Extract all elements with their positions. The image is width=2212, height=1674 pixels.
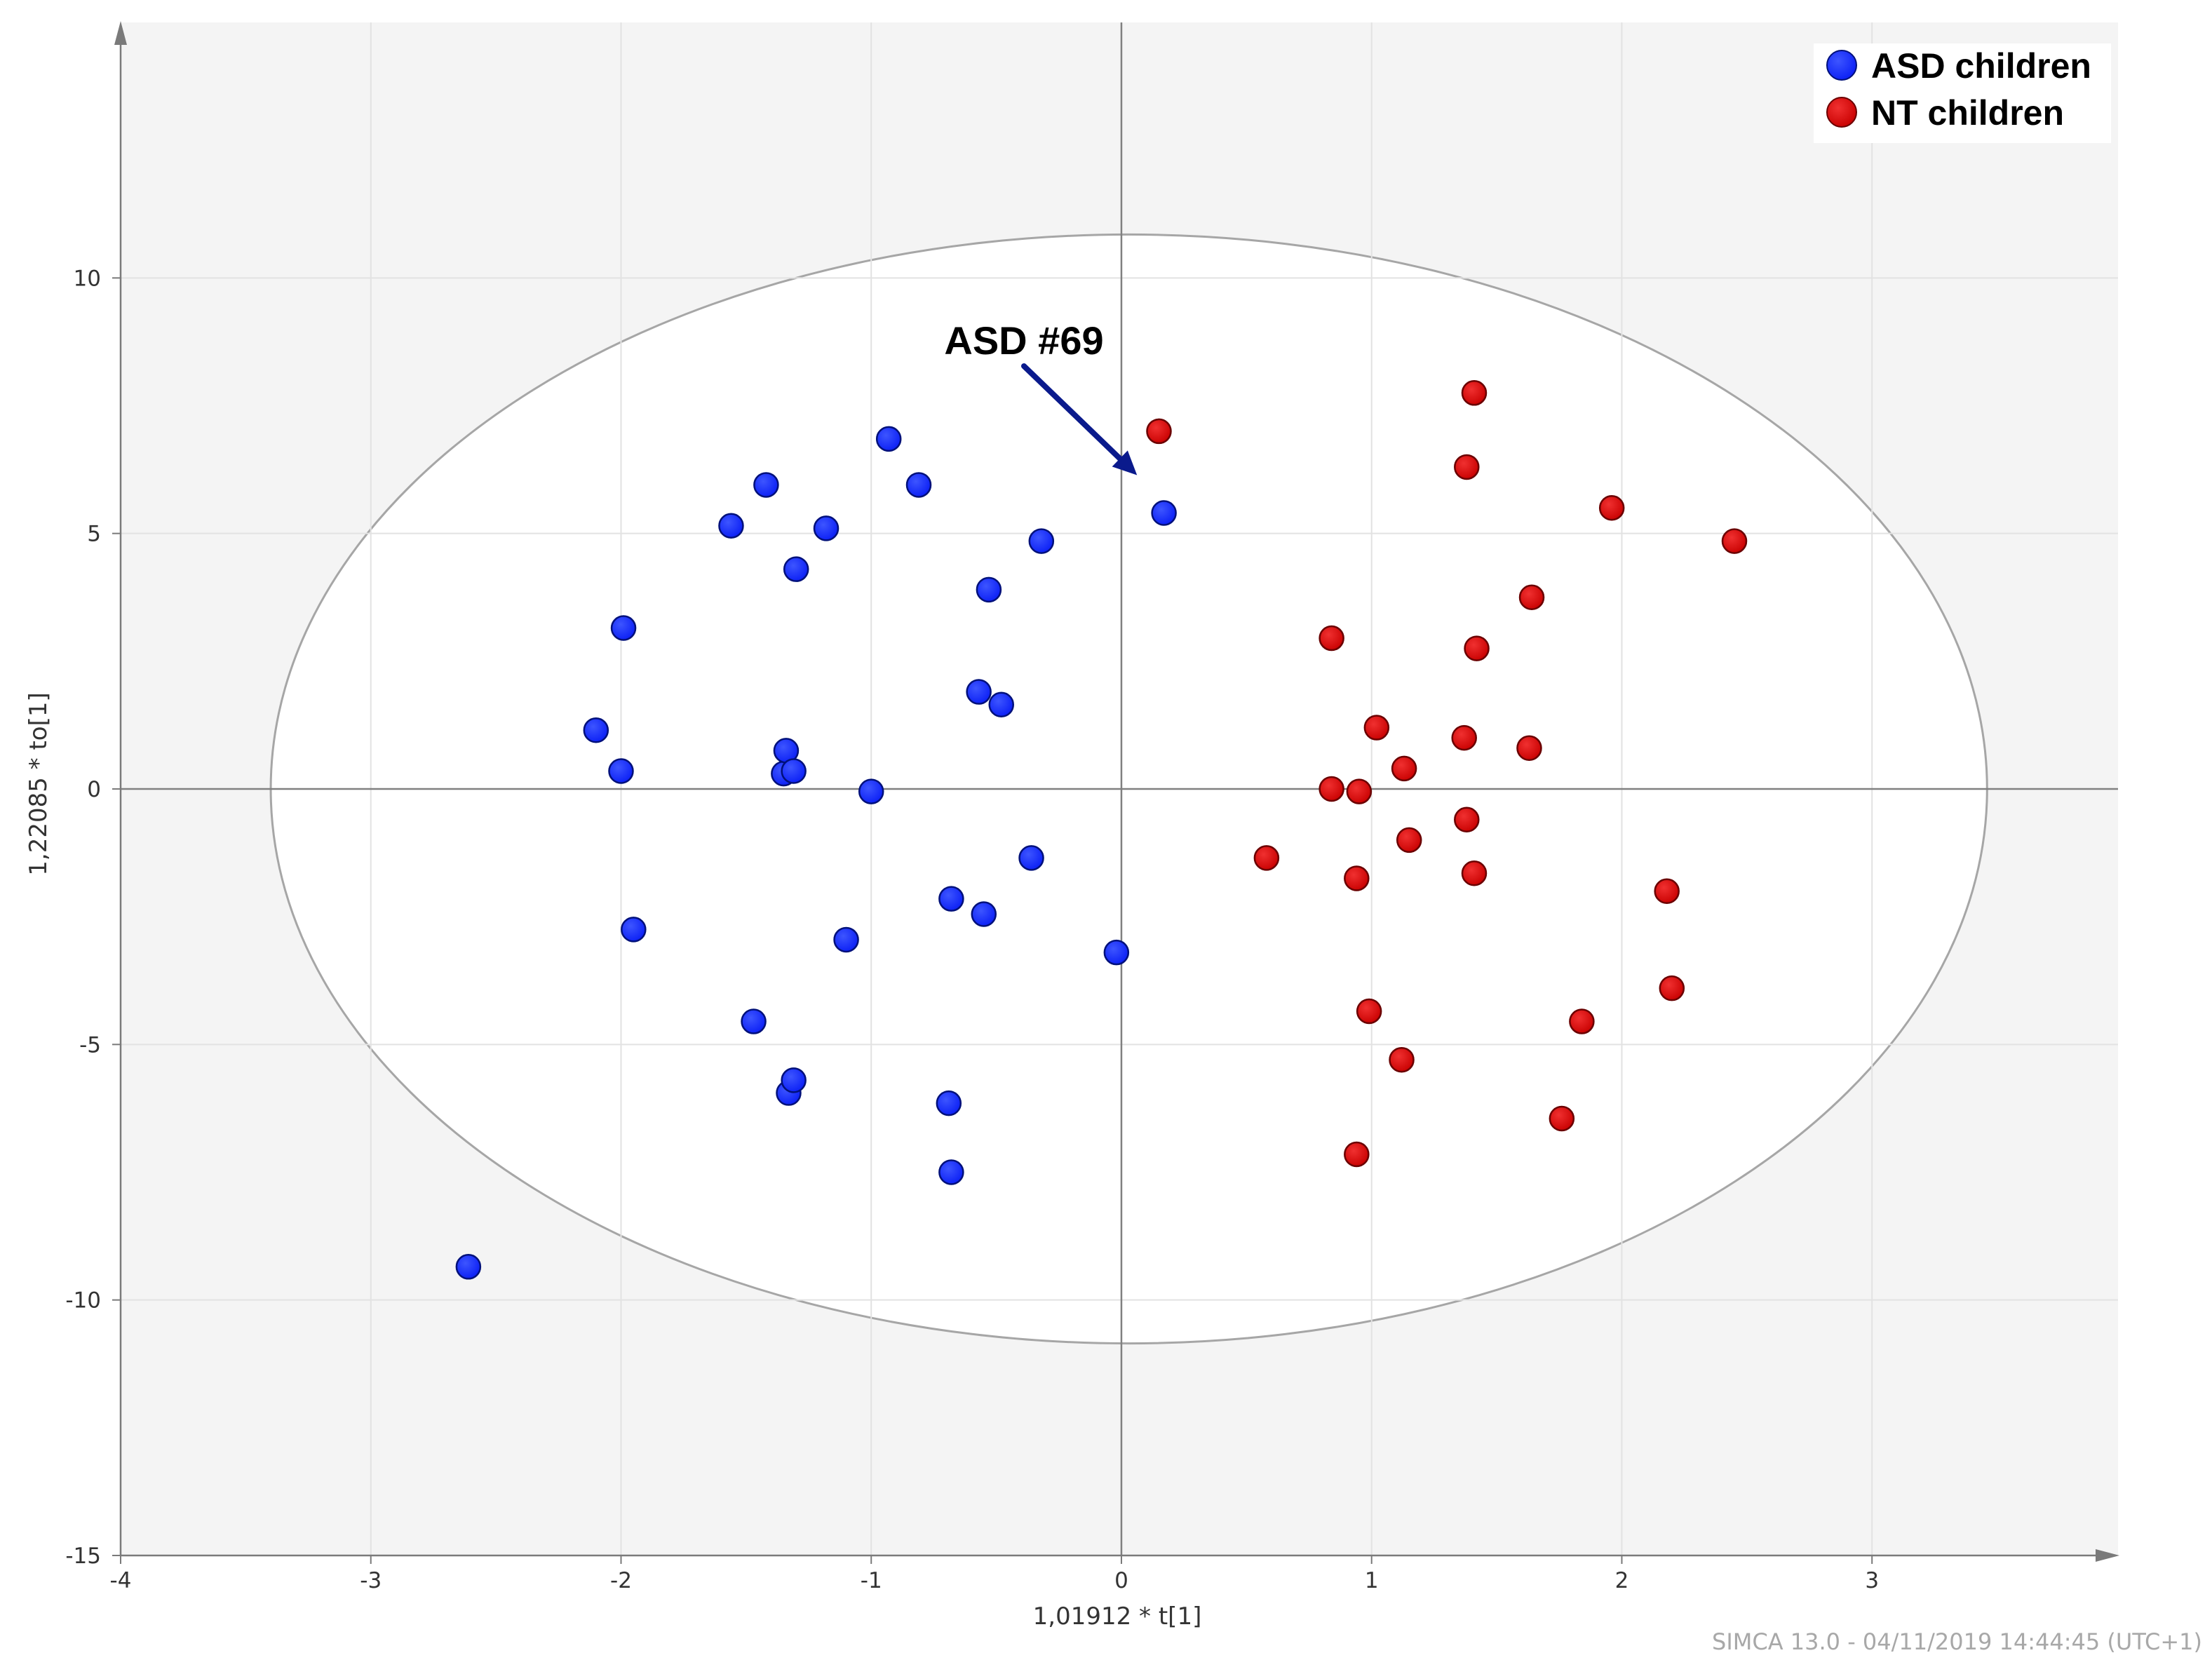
- legend: ASD children NT children: [1814, 43, 2111, 143]
- data-point-nt: [1346, 778, 1373, 804]
- axes: [114, 21, 2119, 1562]
- data-point-asd: [813, 515, 839, 541]
- data-point-nt: [1363, 715, 1390, 741]
- zero-lines: [121, 22, 2118, 1555]
- y-tick-label: -5: [79, 1032, 101, 1058]
- data-point-nt: [1319, 776, 1344, 802]
- data-point-asd: [1103, 939, 1130, 966]
- data-point-nt: [1569, 1008, 1595, 1034]
- data-point-nt: [1396, 827, 1422, 853]
- data-point-nt: [1654, 878, 1680, 904]
- data-point-nt: [1344, 865, 1370, 891]
- data-point-asd: [988, 691, 1014, 718]
- annotation-label: ASD #69: [944, 318, 1103, 363]
- data-point-asd: [608, 758, 634, 784]
- data-point-nt: [1598, 494, 1625, 521]
- data-point-asd: [875, 426, 902, 452]
- annotation: ASD #69: [944, 318, 1138, 475]
- y-tick-label: -15: [65, 1544, 101, 1569]
- data-point-asd: [976, 576, 1002, 603]
- data-points: [455, 380, 1748, 1280]
- x-tick-label: 3: [1865, 1568, 1879, 1593]
- data-point-asd: [753, 472, 779, 498]
- data-point-nt: [1356, 998, 1382, 1025]
- legend-marker-asd: [1826, 50, 1857, 81]
- data-point-asd: [781, 1067, 807, 1093]
- annotation-arrow-icon: [1112, 450, 1138, 475]
- data-point-nt: [1454, 806, 1480, 832]
- x-tick-label: 2: [1615, 1568, 1629, 1593]
- legend-item-nt: NT children: [1826, 93, 2064, 133]
- data-point-asd: [583, 717, 609, 743]
- data-point-nt: [1518, 584, 1545, 610]
- data-point-asd: [938, 886, 964, 912]
- x-tick-label: -1: [861, 1568, 882, 1593]
- data-point-asd: [966, 679, 992, 705]
- data-point-nt: [1253, 845, 1280, 871]
- data-point-asd: [905, 472, 932, 498]
- data-point-asd: [741, 1008, 767, 1034]
- x-tick-label: -4: [110, 1568, 132, 1593]
- data-point-asd: [783, 556, 809, 582]
- data-point-nt: [1391, 755, 1417, 782]
- data-point-asd: [610, 615, 637, 641]
- data-point-nt: [1461, 380, 1488, 406]
- x-tick-label: 0: [1114, 1568, 1128, 1593]
- data-point-asd: [1018, 845, 1044, 871]
- data-point-nt: [1721, 528, 1748, 554]
- y-axis-arrow-icon: [114, 21, 127, 45]
- data-point-nt: [1344, 1141, 1370, 1168]
- data-point-nt: [1461, 860, 1488, 886]
- data-point-asd: [455, 1254, 482, 1280]
- data-point-nt: [1319, 625, 1344, 652]
- y-tick-label: 10: [74, 266, 101, 291]
- data-point-asd: [1028, 528, 1055, 554]
- data-point-nt: [1146, 418, 1172, 445]
- y-axis-title: 1,22085 * to[1]: [25, 692, 53, 876]
- annotation-arrow-line: [1021, 363, 1123, 461]
- legend-marker-nt: [1826, 97, 1857, 128]
- x-tick-label: -2: [610, 1568, 632, 1593]
- x-tick-label: 1: [1365, 1568, 1379, 1593]
- legend-item-asd: ASD children: [1826, 46, 2091, 86]
- y-tick-label: 5: [87, 522, 101, 547]
- data-point-nt: [1389, 1046, 1415, 1073]
- x-axis-title: 1,01912 * t[1]: [1033, 1602, 1202, 1631]
- data-point-nt: [1464, 635, 1490, 661]
- data-point-nt: [1454, 454, 1480, 480]
- data-point-asd: [971, 901, 997, 927]
- footer-info: SIMCA 13.0 - 04/11/2019 14:44:45 (UTC+1): [1712, 1628, 2202, 1655]
- y-tick-label: -10: [65, 1288, 101, 1314]
- x-tick-label: -3: [360, 1568, 382, 1593]
- grid-lines: [121, 22, 2118, 1555]
- data-point-nt: [1549, 1105, 1575, 1132]
- data-point-asd: [858, 778, 884, 804]
- data-point-asd: [1151, 500, 1177, 526]
- data-point-asd: [621, 917, 647, 943]
- legend-label-nt: NT children: [1871, 93, 2064, 133]
- data-point-asd: [833, 926, 859, 953]
- legend-label-asd: ASD children: [1871, 46, 2091, 86]
- data-point-asd: [718, 513, 744, 539]
- legend-box: [1814, 43, 2111, 143]
- x-axis-arrow-icon: [2096, 1549, 2119, 1562]
- data-point-nt: [1451, 724, 1477, 751]
- data-point-asd: [936, 1090, 962, 1116]
- data-point-asd: [781, 758, 807, 784]
- y-tick-label: 0: [87, 777, 101, 802]
- data-point-nt: [1659, 975, 1685, 1001]
- data-point-nt: [1516, 735, 1542, 761]
- data-point-asd: [938, 1159, 964, 1185]
